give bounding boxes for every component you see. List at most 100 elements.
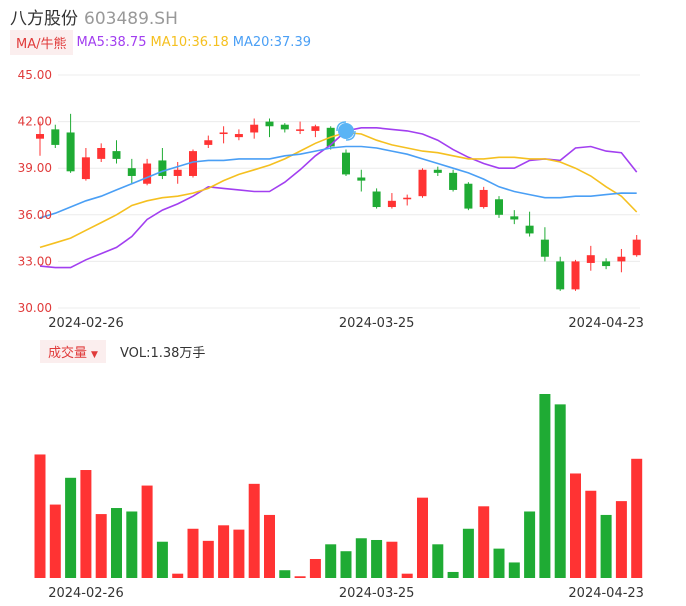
- candle[interactable]: [433, 166, 442, 176]
- volume-bar[interactable]: [248, 483, 260, 578]
- volume-bar[interactable]: [34, 454, 46, 578]
- candle-body: [571, 261, 580, 290]
- volume-bar[interactable]: [202, 540, 214, 578]
- volume-bar[interactable]: [432, 544, 444, 578]
- candlestick-series[interactable]: [36, 113, 641, 291]
- volume-bar[interactable]: [126, 511, 138, 578]
- volume-bar[interactable]: [111, 508, 122, 578]
- candle[interactable]: [586, 245, 595, 271]
- volume-bar[interactable]: [355, 538, 367, 578]
- candle-body: [127, 168, 136, 176]
- candle[interactable]: [51, 124, 60, 149]
- volume-bar[interactable]: [309, 558, 321, 578]
- candle[interactable]: [357, 169, 366, 192]
- volume-bar[interactable]: [340, 551, 352, 578]
- volume-bar[interactable]: [95, 514, 107, 578]
- candle[interactable]: [234, 129, 243, 141]
- candle[interactable]: [280, 123, 289, 133]
- candle[interactable]: [173, 161, 182, 184]
- candle[interactable]: [311, 124, 320, 138]
- price-grid: [58, 74, 640, 309]
- ma-bull-bear-badge[interactable]: MA/牛熊: [10, 29, 73, 55]
- candle[interactable]: [143, 158, 152, 186]
- candle[interactable]: [127, 158, 136, 184]
- candle[interactable]: [342, 149, 350, 176]
- candle[interactable]: [540, 227, 549, 262]
- candle[interactable]: [495, 196, 503, 218]
- candle[interactable]: [510, 210, 519, 225]
- volume-bar[interactable]: [294, 576, 306, 578]
- volume-bar[interactable]: [65, 477, 77, 578]
- candle[interactable]: [449, 169, 458, 192]
- candle-body: [495, 199, 503, 215]
- volume-bar[interactable]: [570, 473, 581, 578]
- candle[interactable]: [66, 113, 75, 173]
- volume-bar[interactable]: [585, 490, 597, 578]
- volume-bar[interactable]: [462, 528, 474, 578]
- volume-bar[interactable]: [554, 404, 566, 578]
- candle[interactable]: [36, 121, 44, 156]
- candle[interactable]: [296, 121, 305, 135]
- volume-bar[interactable]: [401, 573, 413, 578]
- volume-bar[interactable]: [187, 528, 199, 578]
- candle[interactable]: [525, 211, 534, 237]
- volume-bar[interactable]: [279, 570, 291, 578]
- candle-body: [449, 172, 458, 190]
- candle[interactable]: [219, 126, 228, 144]
- candle-body: [234, 134, 243, 138]
- price-tick-label: 30.00: [18, 301, 52, 315]
- candle[interactable]: [265, 118, 274, 138]
- volume-bar[interactable]: [371, 539, 383, 578]
- volume-bar[interactable]: [325, 544, 337, 578]
- candle[interactable]: [602, 258, 611, 270]
- volume-bar[interactable]: [524, 511, 536, 578]
- candle-body: [418, 169, 427, 197]
- volume-bar[interactable]: [447, 571, 459, 578]
- candle[interactable]: [403, 194, 412, 206]
- candle[interactable]: [158, 148, 167, 180]
- volume-bar[interactable]: [478, 506, 490, 578]
- volume-bar[interactable]: [80, 470, 92, 578]
- volume-bar[interactable]: [600, 514, 612, 578]
- volume-bar[interactable]: [417, 497, 428, 578]
- candle[interactable]: [204, 135, 213, 149]
- volume-bar[interactable]: [493, 548, 505, 578]
- candle[interactable]: [189, 149, 197, 178]
- candle[interactable]: [418, 168, 427, 198]
- candle[interactable]: [97, 143, 106, 162]
- candle-body: [403, 197, 412, 200]
- candle[interactable]: [387, 193, 396, 209]
- candle[interactable]: [571, 259, 580, 291]
- volume-bar[interactable]: [264, 514, 275, 578]
- candle[interactable]: [556, 256, 565, 291]
- price-axis: 45.00 42.00 39.00 36.00 33.00 30.00: [18, 68, 52, 315]
- volume-bar[interactable]: [539, 394, 551, 578]
- volume-bar[interactable]: [49, 504, 61, 578]
- volume-bar[interactable]: [386, 541, 398, 578]
- volume-bar[interactable]: [615, 501, 627, 578]
- candle-body: [586, 255, 595, 263]
- volume-selector[interactable]: 成交量 ▼: [40, 339, 106, 363]
- candle[interactable]: [372, 188, 381, 209]
- stock-name: 八方股份: [10, 9, 78, 29]
- candle[interactable]: [479, 186, 488, 209]
- signal-marker[interactable]: [336, 121, 356, 141]
- candle[interactable]: [464, 182, 473, 211]
- volume-bar[interactable]: [508, 562, 520, 578]
- candle[interactable]: [632, 234, 641, 257]
- candle-body: [51, 129, 60, 145]
- candle[interactable]: [112, 140, 121, 164]
- volume-bar[interactable]: [156, 541, 168, 578]
- volume-bar[interactable]: [218, 525, 230, 578]
- volume-bar[interactable]: [631, 458, 643, 578]
- candle-body: [387, 200, 396, 208]
- volume-bars[interactable]: [34, 394, 643, 578]
- signal-marker-icon[interactable]: [338, 123, 354, 139]
- volume-bar[interactable]: [233, 529, 245, 578]
- volume-bar[interactable]: [141, 485, 153, 578]
- volume-bar[interactable]: [172, 573, 184, 578]
- candle[interactable]: [81, 148, 90, 181]
- candle[interactable]: [617, 248, 626, 273]
- candle[interactable]: [250, 118, 259, 139]
